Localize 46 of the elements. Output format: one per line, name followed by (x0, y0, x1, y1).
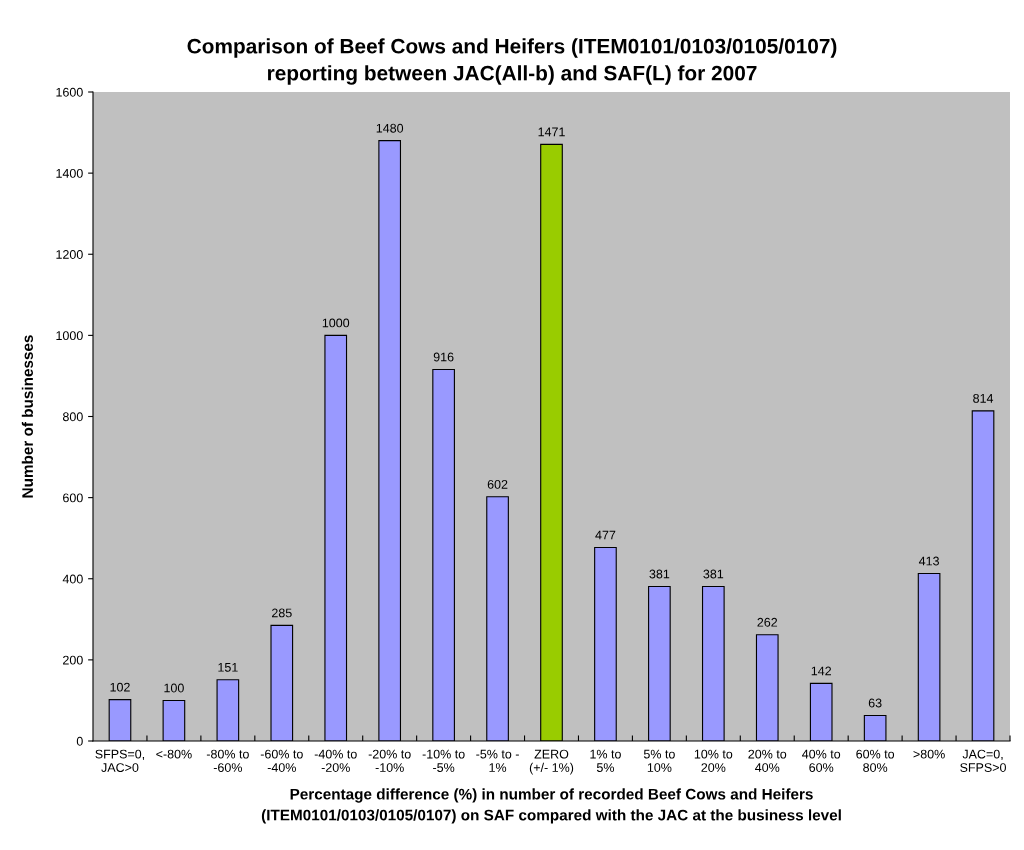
x-tick-label: 1% to 5% (590, 749, 621, 772)
data-label: 602 (487, 479, 508, 489)
y-tick-label: 1400 (56, 168, 83, 178)
data-label: 1480 (376, 123, 404, 133)
x-tick-label: SFPS=0, JAC>0 (95, 749, 145, 772)
y-axis-title: Number of businesses (21, 335, 34, 498)
x-tick-label: JAC=0, SFPS>0 (960, 749, 1006, 772)
x-tick-label: 5% to 10% (643, 749, 675, 772)
y-tick-label: 800 (62, 412, 83, 422)
x-tick-label: 10% to 20% (694, 749, 733, 772)
data-label: 142 (811, 666, 832, 676)
y-tick-label: 1200 (56, 250, 83, 259)
data-label: 100 (164, 683, 184, 693)
data-label: 262 (757, 617, 778, 627)
data-label: 1471 (538, 127, 565, 137)
data-label: 63 (868, 698, 882, 708)
data-label: 477 (595, 530, 616, 540)
y-tick-label: 1600 (56, 87, 83, 97)
data-label: 1000 (322, 318, 350, 328)
y-tick-label: 200 (63, 655, 83, 665)
chart-title: Comparison of Beef Cows and Heifers (ITEM0101/0103/0105/0107) reporting between JAC(All-b) and SAF(L) for 2007 (187, 38, 837, 85)
x-tick-label: 20% to 40% (748, 749, 787, 772)
data-label: 413 (918, 556, 939, 566)
data-label: 916 (433, 352, 454, 362)
y-tick-label: 600 (63, 493, 83, 503)
x-axis-title: Percentage difference (%) in number of recorded Beef Cows and Heifers (ITEM0101/0103/0105/0107) on SAF compared with the JAC at the business level (261, 788, 841, 824)
data-label: 285 (272, 608, 292, 618)
data-label: 814 (973, 393, 994, 403)
data-label: 102 (110, 682, 130, 692)
data-label: 381 (649, 569, 670, 579)
x-tick-label: -40% to -20% (314, 749, 357, 772)
y-tick-label: 0 (76, 736, 83, 746)
x-tick-label: -10% to -5% (422, 749, 465, 772)
x-tick-label: >80% (913, 749, 945, 759)
x-tick-label: -5% to - 1% (476, 749, 519, 772)
x-tick-label: 40% to 60% (802, 749, 841, 772)
x-tick-label: <-80% (156, 749, 192, 759)
data-label: 151 (218, 663, 238, 672)
data-label: 381 (703, 569, 724, 579)
y-tick-label: 1000 (56, 331, 83, 341)
y-tick-label: 400 (62, 574, 83, 584)
x-tick-label: -60% to -40% (260, 749, 303, 772)
x-tick-label: ZERO (+/- 1%) (529, 749, 574, 775)
x-tick-label: 60% to 80% (856, 749, 895, 772)
x-tick-label: -80% to -60% (206, 749, 249, 772)
x-tick-label: -20% to -10% (368, 749, 411, 772)
